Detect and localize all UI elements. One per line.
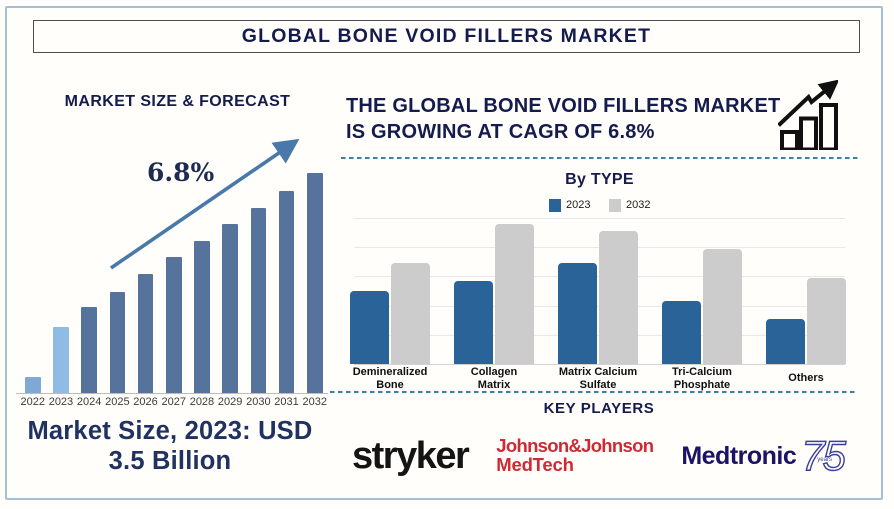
year-label-2025: 2025 [105, 396, 130, 408]
forecast-bar-2024 [81, 307, 97, 393]
forecast-bar-2032 [307, 173, 323, 393]
year-label-2030: 2030 [246, 396, 271, 408]
outer-frame [5, 6, 883, 500]
year-label-2032: 2032 [302, 396, 327, 408]
dashed-divider-top [341, 157, 858, 159]
forecast-bar-2027 [166, 256, 182, 393]
forecast-bar-2030 [250, 208, 267, 393]
category-label: Others [788, 372, 824, 385]
by-type-chart-bars [338, 218, 858, 364]
right-panel-heading: THE GLOBAL BONE VOID FILLERS MARKET IS G… [346, 93, 786, 146]
market-size-forecast-heading: MARKET SIZE & FORECAST [64, 93, 291, 110]
year-label-2023: 2023 [48, 396, 74, 408]
trend-arrow-icon [109, 138, 300, 270]
bar-2032-4 [703, 248, 742, 364]
bar-group-2 [442, 218, 546, 364]
legend-swatch-2023 [548, 199, 562, 212]
bar-2023-4 [662, 301, 701, 364]
legend-item-2023: 2023 [548, 199, 591, 212]
bar-2032-2 [495, 223, 534, 364]
year-label-2022: 2022 [20, 396, 45, 408]
gridline [354, 364, 845, 365]
year-label-2024: 2024 [76, 396, 102, 408]
year-label-2027: 2027 [161, 396, 186, 408]
bar-group-1 [338, 218, 442, 364]
market-size-caption: Market Size, 2023: USD 3.5 Billion [27, 417, 313, 476]
by-type-category-labels: Demineralized Bone Collagen Matrix Matrix Ca… [338, 366, 858, 391]
forecast-bar-2022 [25, 376, 41, 393]
medtronic-75-badge: 75 years [801, 432, 847, 479]
forecast-bar-2025 [109, 291, 126, 393]
bar-group-5 [754, 218, 858, 364]
jnj-logo-line2: MedTech [496, 454, 574, 475]
forecast-bar-2023 [53, 327, 69, 393]
stryker-logo: stryker [352, 434, 470, 477]
legend-swatch-2032 [608, 199, 621, 212]
forecast-bar-2026 [137, 274, 154, 393]
forecast-bar-2029 [222, 223, 238, 393]
legend-label-2023: 2023 [566, 199, 591, 212]
bar-group-3 [546, 218, 650, 364]
bar-2023-3 [558, 263, 597, 364]
bar-2032-5 [807, 277, 846, 364]
by-type-title: By TYPE [565, 171, 634, 188]
year-label-2026: 2026 [133, 396, 158, 408]
johnson-and-johnson-medtech-logo: Johnson&Johnson MedTech [496, 435, 654, 475]
medtronic-75-logo: Medtronic 75 years [681, 432, 847, 479]
legend-label-2032: 2032 [626, 199, 651, 212]
forecast-bar-2028 [194, 241, 210, 393]
right-heading-line2: IS GROWING AT CAGR OF 6.8% [346, 121, 655, 144]
bar-2032-3 [599, 231, 638, 364]
category-label: Collagen Matrix [470, 366, 518, 391]
growth-chart-icon [778, 80, 838, 150]
dashed-divider-bottom [330, 391, 858, 393]
key-players-title: KEY PLAYERS [543, 400, 655, 417]
market-size-forecast-chart [20, 173, 326, 393]
category-label: Tri-Calcium Phosphate [672, 366, 732, 391]
bar-2032-1 [391, 263, 430, 364]
bar-group-4 [650, 218, 754, 364]
forecast-bar-2031 [278, 190, 295, 393]
medtronic-years-caption: years [817, 457, 832, 463]
left-chart-axis-line [16, 392, 328, 394]
right-heading-line1: THE GLOBAL BONE VOID FILLERS MARKET [346, 95, 781, 117]
year-label-2029: 2029 [217, 396, 243, 408]
medtronic-wordmark: Medtronic [681, 441, 797, 470]
legend-item-2032: 2032 [608, 199, 651, 212]
by-type-legend: 2023 2032 [354, 199, 845, 212]
category-label: Matrix Calcium Sulfate [558, 366, 638, 391]
year-label-2028: 2028 [189, 396, 215, 408]
gridline [354, 218, 845, 219]
jnj-logo-line1: Johnson&Johnson [496, 435, 654, 457]
key-players-logos: stryker Johnson&Johnson MedTech Medtroni… [352, 428, 847, 484]
bar-2023-2 [454, 280, 493, 364]
title-banner: GLOBAL BONE VOID FILLERS MARKET [33, 20, 860, 53]
year-label-2031: 2031 [274, 396, 299, 408]
category-label: Demineralized Bone [352, 366, 428, 391]
page-title: GLOBAL BONE VOID FILLERS MARKET [241, 25, 652, 47]
bar-2023-1 [350, 291, 389, 364]
cagr-annotation: 6.8% [147, 158, 215, 187]
left-chart-year-labels: 2022 2023 2024 2025 2026 2027 2028 2029 2030 2031… [20, 396, 327, 410]
bar-2023-5 [766, 318, 805, 364]
